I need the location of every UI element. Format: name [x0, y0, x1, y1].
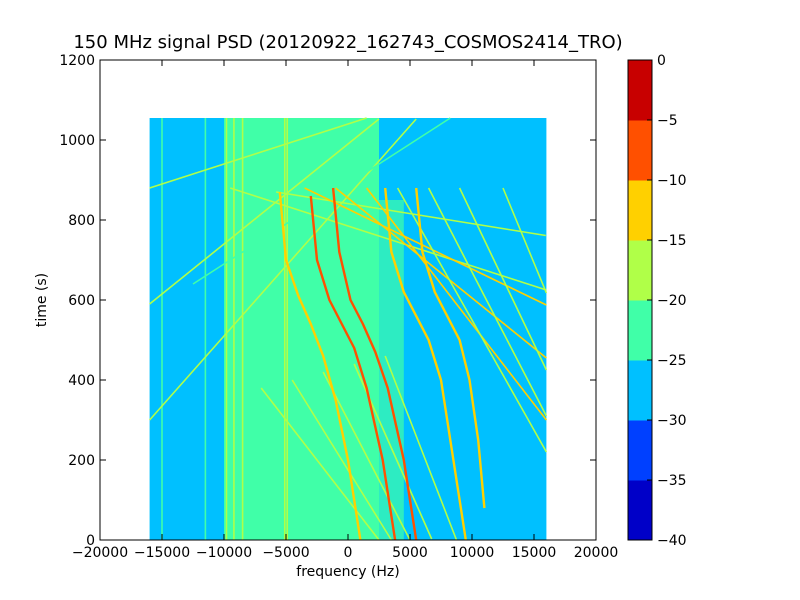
doppler-track-bright — [278, 191, 362, 541]
x-tick-label: 5000 — [392, 545, 428, 561]
doppler-track — [458, 187, 548, 371]
colorbar-band — [628, 180, 652, 241]
colorbar-tick-label: −35 — [657, 473, 687, 489]
colorbar-tick-label: −5 — [657, 113, 678, 129]
colorbar-band — [628, 240, 652, 301]
colorbar-band — [628, 120, 652, 181]
colorbar-tick-label: −40 — [657, 533, 687, 549]
doppler-track-bright — [384, 187, 467, 541]
colorbar-band — [628, 60, 652, 121]
doppler-track — [149, 117, 367, 189]
chart-title: 150 MHz signal PSD (20120922_162743_COSM… — [73, 32, 622, 53]
doppler-track-bright — [331, 187, 418, 541]
colorbar-tick-label: −10 — [657, 173, 687, 189]
doppler-track — [365, 187, 548, 421]
doppler-track — [322, 371, 411, 541]
x-tick-label: −15000 — [134, 545, 190, 561]
x-axis-label: frequency (Hz) — [296, 564, 399, 580]
doppler-track-bright — [309, 195, 397, 541]
colorbar-band — [628, 480, 652, 541]
x-tick-label: −20000 — [72, 545, 128, 561]
y-tick-label: 0 — [86, 533, 95, 549]
doppler-track-bright — [415, 187, 486, 509]
doppler-track — [335, 187, 547, 359]
x-tick-label: 0 — [344, 545, 353, 561]
colorbar-tick-label: −30 — [657, 413, 687, 429]
colorbar-tick-label: −25 — [657, 353, 687, 369]
x-tick-label: 20000 — [574, 545, 619, 561]
doppler-track — [291, 379, 393, 541]
spectrogram-heatmap — [149, 117, 548, 541]
plot-area — [99, 59, 597, 541]
colorbar-band — [628, 360, 652, 421]
doppler-track — [229, 187, 547, 291]
doppler-track — [502, 187, 548, 294]
colorbar: −40 −35 −30 −25 −20 −15 −10 −5 0 — [627, 53, 687, 549]
y-tick-label: 200 — [68, 453, 95, 469]
x-tick-label: 10000 — [450, 545, 495, 561]
doppler-track — [427, 187, 548, 417]
doppler-track — [260, 387, 380, 541]
colorbar-band — [628, 300, 652, 361]
y-tick-label: 800 — [68, 213, 95, 229]
colorbar-band — [628, 420, 652, 481]
y-tick-label: 600 — [68, 293, 95, 309]
x-axis: −20000 −15000 −10000 −5000 0 5000 10000 15000 20… — [72, 60, 618, 561]
doppler-track — [192, 117, 451, 285]
colorbar-tick-label: 0 — [657, 53, 666, 69]
y-tick-label: 1200 — [59, 53, 95, 69]
doppler-track — [396, 187, 548, 453]
doppler-track — [149, 118, 380, 305]
x-tick-label: −5000 — [262, 545, 309, 561]
x-tick-label: −10000 — [196, 545, 252, 561]
y-axis-label: time (s) — [34, 273, 50, 327]
doppler-track — [275, 191, 546, 237]
y-tick-label: 400 — [68, 373, 95, 389]
y-axis: 0 200 400 600 800 1000 1200 — [59, 53, 596, 549]
heatmap-noise-band — [224, 118, 379, 540]
colorbar-tick-label: −15 — [657, 233, 687, 249]
y-tick-label: 1000 — [59, 133, 95, 149]
colorbar-tick-label: −20 — [657, 293, 687, 309]
doppler-track — [384, 355, 458, 541]
x-tick-label: 15000 — [512, 545, 557, 561]
